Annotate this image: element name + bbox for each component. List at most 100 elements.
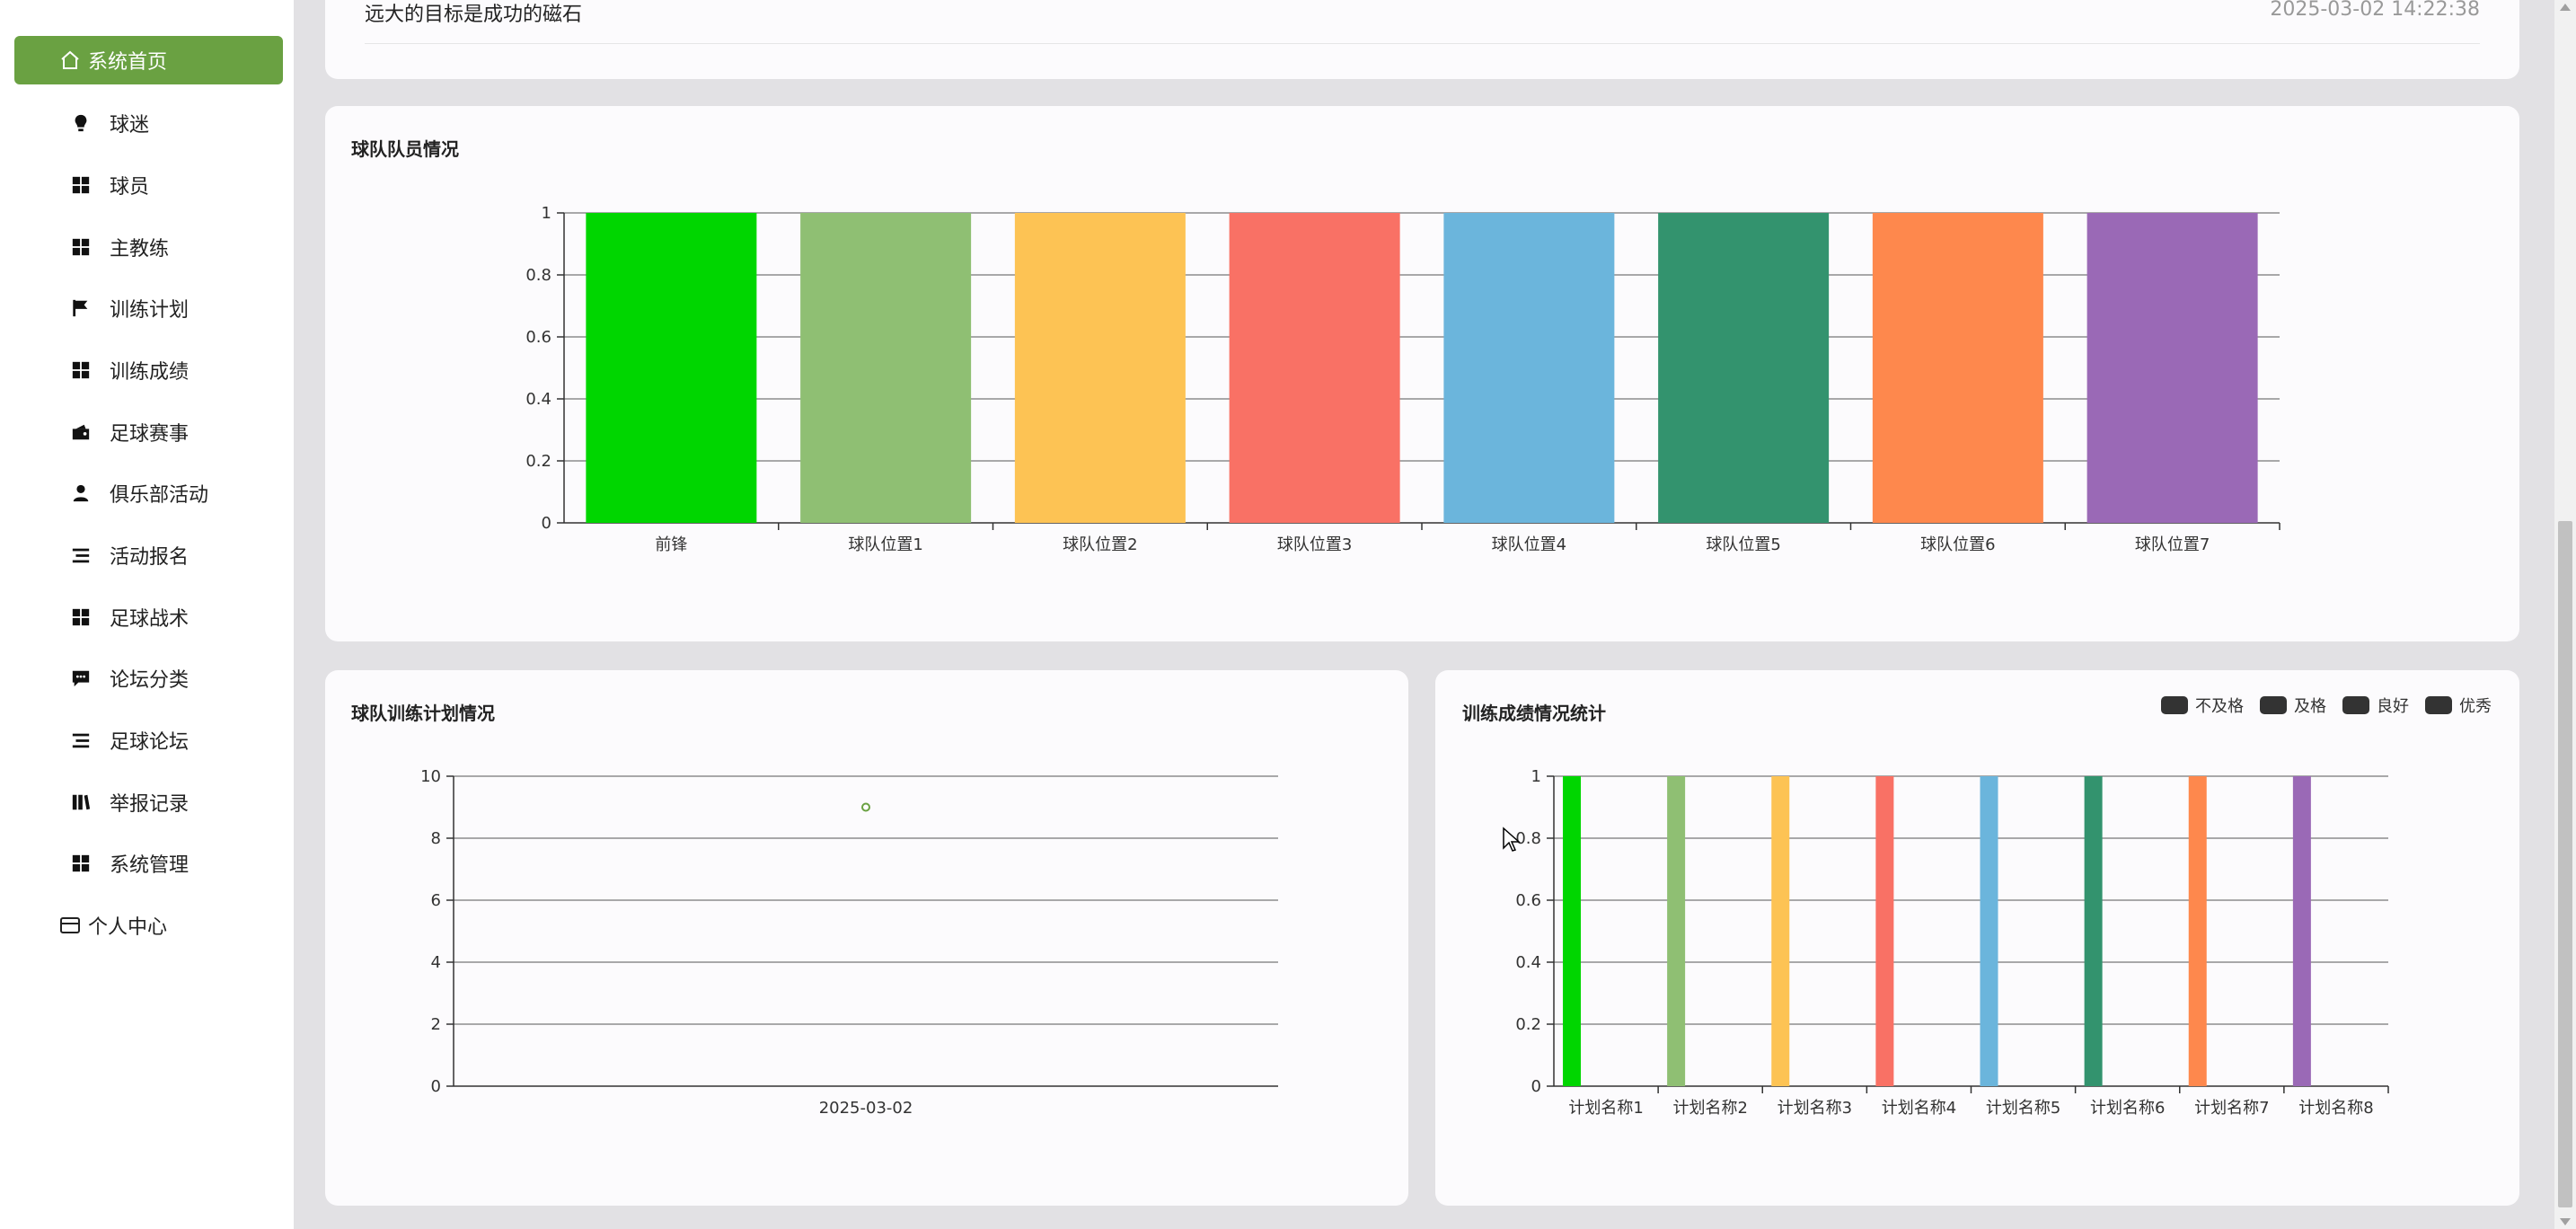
sidebar-item-system[interactable]: 系统管理 xyxy=(14,839,283,888)
bar[interactable] xyxy=(1667,776,1686,1086)
mouse-cursor xyxy=(1502,827,1522,857)
y-tick-label: 0 xyxy=(542,514,551,533)
data-point[interactable] xyxy=(861,802,870,812)
grid-icon xyxy=(68,605,93,630)
grid-icon xyxy=(68,358,93,383)
sidebar-item-label: 球员 xyxy=(110,176,150,199)
card-title: 训练成绩情况统计 xyxy=(1462,703,1606,724)
page-scrollbar[interactable] xyxy=(2554,0,2576,1229)
sidebar-item-club-activity[interactable]: 俱乐部活动 xyxy=(14,469,283,517)
bar[interactable] xyxy=(800,213,972,523)
bar[interactable] xyxy=(1875,776,1894,1086)
sidebar-item-signup[interactable]: 活动报名 xyxy=(14,531,283,579)
bar[interactable] xyxy=(1443,213,1615,523)
bar[interactable] xyxy=(1658,213,1830,523)
x-tick-label: 前锋 xyxy=(655,535,687,554)
x-tick-label: 计划名称1 xyxy=(1568,1099,1643,1118)
team-members-chart: 0 0.2 0.4 0.6 0.8 1 前锋 球队位置1 球队位置2 球队位置3 球队位置4 球队位置… xyxy=(525,204,2280,554)
sidebar-item-label: 球迷 xyxy=(110,114,150,137)
sidebar-item-profile[interactable]: 个人中心 xyxy=(14,901,283,950)
sidebar-item-coach[interactable]: 主教练 xyxy=(14,223,283,271)
card-title: 球队训练计划情况 xyxy=(351,703,495,724)
chart-legend: 不及格 及格 良好 优秀 xyxy=(2161,694,2492,717)
sidebar-item-label: 训练计划 xyxy=(110,299,190,322)
legend-label: 及格 xyxy=(2294,697,2326,716)
y-tick-label: 0 xyxy=(431,1077,441,1096)
sidebar-item-tactics[interactable]: 足球战术 xyxy=(14,593,283,641)
legend-label: 不及格 xyxy=(2195,697,2244,716)
legend-label: 良好 xyxy=(2377,697,2409,716)
y-tick-label: 1 xyxy=(1531,767,1541,786)
bar[interactable] xyxy=(1014,213,1186,523)
sidebar-item-fans[interactable]: 球迷 xyxy=(14,99,283,147)
y-tick-label: 0.4 xyxy=(1515,953,1541,972)
y-tick-label: 8 xyxy=(431,829,441,848)
x-tick-label: 计划名称8 xyxy=(2298,1099,2373,1118)
bar[interactable] xyxy=(2188,776,2207,1086)
x-tick-label: 球队位置3 xyxy=(1277,535,1352,554)
sidebar-item-forum-category[interactable]: 论坛分类 xyxy=(14,654,283,703)
sidebar-item-label: 论坛分类 xyxy=(110,669,190,692)
sidebar-item-label: 足球论坛 xyxy=(110,731,190,754)
divider xyxy=(365,43,2480,44)
y-tick-label: 6 xyxy=(431,891,441,910)
sidebar-item-label: 训练成绩 xyxy=(110,361,190,384)
sidebar-item-players[interactable]: 球员 xyxy=(14,161,283,209)
x-tick-label: 球队位置2 xyxy=(1063,535,1137,554)
y-tick-label: 0.2 xyxy=(1515,1015,1541,1034)
chat-icon xyxy=(68,666,93,691)
legend-label: 优秀 xyxy=(2459,697,2492,716)
sidebar-item-label: 系统管理 xyxy=(110,854,190,877)
legend-swatch xyxy=(2161,696,2188,714)
grid-icon xyxy=(68,851,93,876)
notice-time: 2025-03-02 14:22:38 xyxy=(2270,0,2480,21)
list-icon xyxy=(68,728,93,753)
x-tick-label: 球队位置1 xyxy=(848,535,922,554)
bar[interactable] xyxy=(1872,213,2043,523)
sidebar-item-reports[interactable]: 举报记录 xyxy=(14,778,283,827)
legend-item-pass[interactable]: 及格 xyxy=(2260,694,2326,717)
scroll-up-arrow-icon[interactable] xyxy=(2560,4,2571,11)
sidebar-item-training-plan[interactable]: 训练计划 xyxy=(14,284,283,332)
sidebar-item-label: 个人中心 xyxy=(88,916,168,939)
x-tick-label: 计划名称3 xyxy=(1778,1099,1852,1118)
x-tick-label: 计划名称5 xyxy=(1986,1099,2060,1118)
y-tick-label: 10 xyxy=(420,767,441,786)
scroll-down-arrow-icon[interactable] xyxy=(2560,1218,2571,1225)
sidebar-item-label: 主教练 xyxy=(110,238,170,261)
legend-swatch xyxy=(2342,696,2369,714)
bar[interactable] xyxy=(1980,776,1998,1086)
bar[interactable] xyxy=(2084,776,2103,1086)
notice-card: 远大的目标是成功的磁石 2025-03-02 14:22:38 xyxy=(325,0,2519,79)
y-tick-label: 2 xyxy=(431,1015,441,1034)
grid-icon xyxy=(68,234,93,260)
training-plan-chart: 0 2 4 6 8 10 2025-03-02 xyxy=(420,767,1278,1118)
scrollbar-thumb[interactable] xyxy=(2558,521,2572,1207)
bar[interactable] xyxy=(1563,776,1581,1086)
bar[interactable] xyxy=(586,213,757,523)
notice-text[interactable]: 远大的目标是成功的磁石 xyxy=(365,4,583,26)
home-icon xyxy=(57,48,83,73)
list-icon xyxy=(68,543,93,568)
bar[interactable] xyxy=(2086,213,2258,523)
x-tick-label: 球队位置4 xyxy=(1492,535,1566,554)
sidebar-item-label: 足球赛事 xyxy=(110,423,190,446)
sidebar-item-forum[interactable]: 足球论坛 xyxy=(14,716,283,765)
legend-item-good[interactable]: 良好 xyxy=(2342,694,2409,717)
legend-item-fail[interactable]: 不及格 xyxy=(2161,694,2244,717)
legend-item-excellent[interactable]: 优秀 xyxy=(2425,694,2492,717)
x-tick-label: 计划名称2 xyxy=(1672,1099,1747,1118)
bar[interactable] xyxy=(1229,213,1400,523)
sidebar-item-training-score[interactable]: 训练成绩 xyxy=(14,346,283,394)
bar[interactable] xyxy=(2292,776,2311,1086)
x-tick-label: 球队位置5 xyxy=(1706,535,1780,554)
bar[interactable] xyxy=(1771,776,1790,1086)
sidebar: 系统首页 球迷 球员 主教练 训练计划 训练成绩 足球赛事 xyxy=(0,0,294,1229)
sidebar-item-label: 俱乐部活动 xyxy=(110,484,209,507)
x-tick-label: 计划名称6 xyxy=(2090,1099,2165,1118)
legend-swatch xyxy=(2425,696,2452,714)
training-score-card: 训练成绩情况统计 0 0.2 0.4 0.6 0.8 1 计划名称1 计划名称2 计划名称3 计划… xyxy=(1435,670,2519,1206)
sidebar-item-label: 活动报名 xyxy=(110,546,190,569)
sidebar-item-matches[interactable]: 足球赛事 xyxy=(14,408,283,456)
sidebar-item-home[interactable]: 系统首页 xyxy=(14,36,283,84)
